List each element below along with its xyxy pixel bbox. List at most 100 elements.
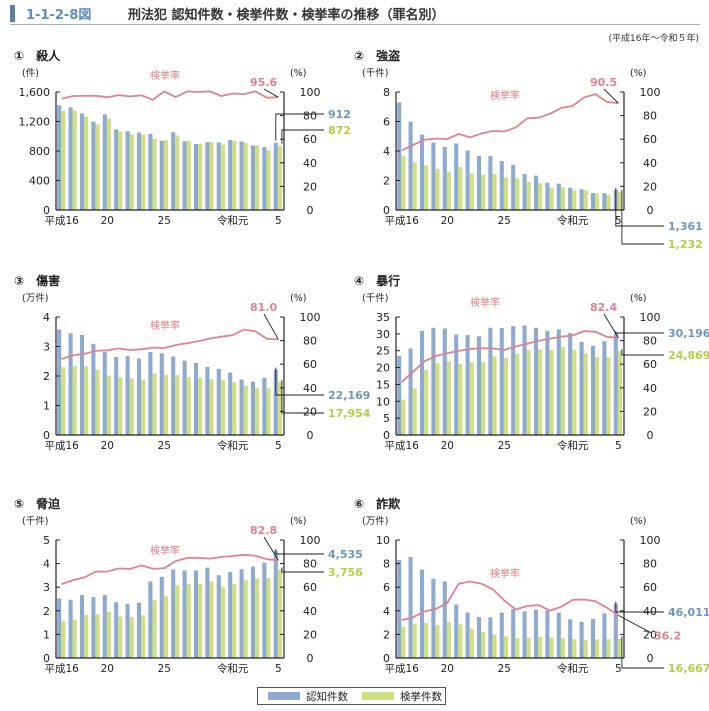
bar-recognized	[148, 352, 153, 435]
y2-tick-label: 40	[643, 157, 657, 170]
bar-recognized	[228, 572, 233, 658]
cleared-end-value: 24,869	[668, 349, 709, 362]
bar-cleared	[198, 377, 203, 435]
x-tick-label: 20	[441, 440, 454, 452]
cleared-leader-line	[281, 567, 324, 573]
bar-recognized	[431, 142, 436, 210]
bar-cleared	[606, 194, 611, 210]
chart-title: ① 殺人	[14, 48, 61, 63]
bar-cleared	[277, 569, 282, 658]
bar-recognized	[216, 368, 221, 435]
x-tick-label: 令和元	[217, 439, 249, 452]
bar-recognized	[590, 618, 596, 658]
y-tick-label: 1,600	[19, 86, 51, 99]
y2-axis-unit: (%)	[630, 68, 646, 79]
y-tick-label: 8	[383, 86, 390, 99]
y2-tick-label: 80	[303, 335, 317, 348]
bar-cleared	[492, 173, 497, 210]
bar-recognized	[171, 356, 176, 435]
bar-recognized	[454, 334, 459, 435]
bar-cleared	[209, 141, 214, 210]
y2-tick-label: 20	[303, 628, 317, 641]
bar-recognized	[579, 621, 584, 658]
x-tick-label: 25	[158, 663, 171, 675]
header-accent-bar	[10, 5, 15, 22]
y2-axis-unit: (%)	[630, 516, 646, 527]
recognized-leader-line	[615, 601, 664, 613]
bar-recognized	[397, 560, 402, 658]
x-tick-label: 25	[498, 440, 511, 452]
y2-tick-label: 80	[303, 558, 317, 571]
y-tick-label: 4	[43, 311, 50, 324]
bar-cleared	[118, 131, 123, 210]
bar-cleared	[118, 377, 123, 435]
y-axis-unit: (万件)	[22, 292, 48, 304]
legend-swatch-cleared	[362, 692, 394, 700]
y2-tick-label: 60	[303, 133, 317, 146]
bar-recognized	[419, 330, 425, 435]
cleared-leader-line	[621, 189, 664, 245]
bar-cleared	[446, 361, 451, 435]
bar-cleared	[266, 578, 271, 658]
bar-cleared	[106, 118, 111, 210]
bar-cleared	[232, 583, 237, 658]
bar-recognized	[193, 363, 199, 435]
rate-line	[401, 330, 619, 383]
bar-cleared	[583, 190, 588, 210]
bar-recognized	[148, 581, 153, 658]
bar-recognized	[545, 330, 550, 435]
bar-recognized	[545, 610, 550, 658]
bar-cleared	[595, 357, 600, 435]
y-tick-label: 10	[376, 534, 390, 547]
y-tick-label: 30	[376, 328, 390, 341]
bar-recognized	[193, 570, 199, 658]
bar-cleared	[526, 637, 531, 658]
figure-number: 1-1-2-8図	[26, 8, 92, 23]
rate-series-label: 検挙率	[490, 89, 520, 102]
bar-recognized	[68, 333, 73, 435]
bar-recognized	[136, 602, 142, 658]
bar-recognized	[499, 161, 504, 210]
y-tick-label: 1	[43, 400, 50, 413]
bar-recognized	[114, 129, 119, 210]
bar-recognized	[171, 132, 176, 210]
y-axis-unit: (千件)	[22, 515, 48, 527]
chart-svg: ① 殺人 (件) (%) 0 400 800 1,200 1,600 0 20 40 60 80 100 平…	[14, 48, 351, 227]
bar-recognized	[159, 576, 164, 658]
bar-cleared	[617, 638, 622, 658]
bar-cleared	[401, 399, 406, 435]
bar-recognized	[57, 329, 62, 435]
rate-end-value: 36.2	[654, 629, 681, 642]
rate-end-value: 81.0	[250, 301, 277, 314]
y2-tick-label: 0	[307, 429, 314, 442]
bar-cleared	[435, 169, 440, 210]
y-tick-label: 35	[376, 311, 390, 324]
bar-cleared	[186, 140, 191, 210]
figure-title: 刑法犯 認知件数・検挙件数・検挙率の推移（罪名別）	[128, 8, 445, 23]
bar-recognized	[228, 139, 233, 210]
x-tick-label: 5	[615, 215, 622, 227]
y-tick-label: 20	[376, 362, 390, 375]
bar-recognized	[91, 121, 96, 210]
bar-cleared	[186, 583, 191, 658]
bar-recognized	[533, 609, 539, 658]
bar-recognized	[465, 150, 470, 210]
bar-cleared	[84, 116, 89, 210]
bar-cleared	[412, 162, 417, 210]
y2-tick-label: 0	[647, 204, 654, 217]
legend-swatch-recognized	[268, 692, 300, 700]
y-tick-label: 400	[29, 175, 50, 188]
bar-recognized	[431, 578, 436, 658]
bar-cleared	[481, 361, 486, 435]
x-tick-label: 平成16	[385, 663, 420, 675]
rate-line	[61, 553, 279, 585]
bar-recognized	[250, 381, 256, 435]
bar-cleared	[469, 362, 474, 435]
bar-cleared	[84, 615, 89, 658]
bar-recognized	[476, 336, 482, 435]
bar-recognized	[499, 328, 504, 435]
bar-cleared	[129, 617, 134, 658]
